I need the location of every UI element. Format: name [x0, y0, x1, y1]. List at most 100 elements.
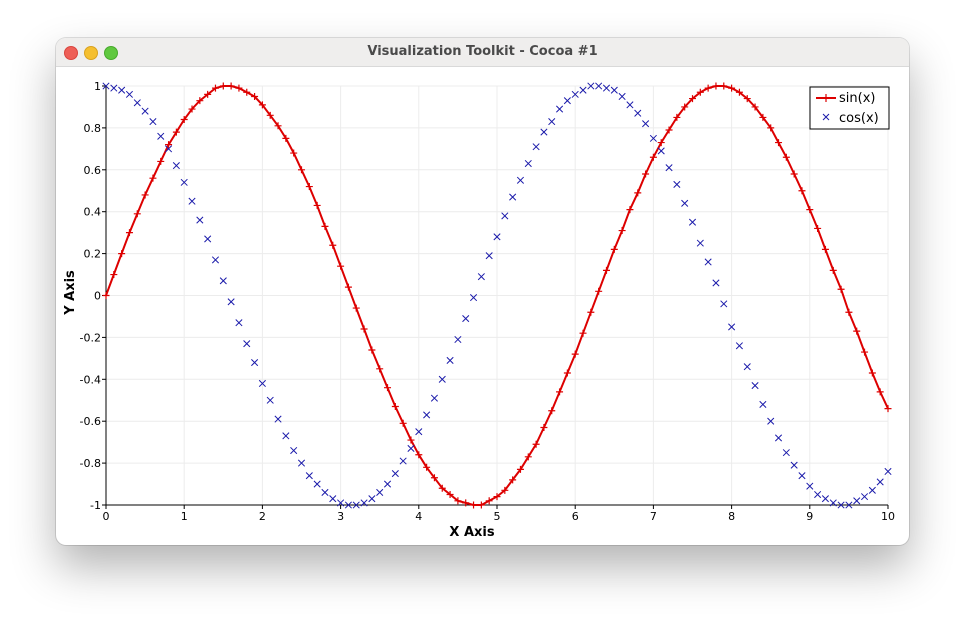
data-point-cos [118, 86, 126, 94]
data-point-sin [141, 191, 149, 199]
minimize-button[interactable] [84, 46, 98, 60]
data-point-cos [595, 82, 603, 90]
data-point-cos [430, 394, 438, 402]
data-point-sin [759, 113, 767, 121]
data-point-cos [211, 256, 220, 264]
chart-plot[interactable]: 0 1 2 3 4 5 6 7 8 9 10 1 0.8 0.6 0.4 0.2 0 -0.2 -0.4 -0.6 -0… [56, 67, 909, 545]
data-point-cos [204, 235, 212, 243]
data-point-sin [118, 250, 126, 258]
data-point-cos [493, 233, 501, 241]
y-tick-label: -0.2 [80, 331, 101, 344]
data-point-sin [251, 92, 259, 100]
y-tick-label: 0.4 [84, 206, 102, 219]
data-point-cos [149, 118, 157, 126]
data-point-sin [157, 157, 165, 165]
data-point-sin [188, 105, 196, 113]
data-point-sin [462, 499, 470, 507]
data-point-cos [790, 461, 798, 469]
data-point-cos [743, 363, 751, 371]
data-point-cos [282, 432, 290, 440]
data-point-sin [790, 170, 798, 178]
data-point-sin [407, 436, 415, 444]
data-point-sin [415, 451, 423, 459]
data-point-cos [634, 109, 642, 117]
data-point-cos [821, 495, 829, 503]
data-point-sin [423, 463, 431, 471]
data-point-cos [501, 212, 509, 220]
data-point-sin [243, 88, 251, 96]
data-point-sin [509, 476, 517, 484]
data-point-sin [180, 116, 188, 124]
data-point-sin [681, 103, 689, 111]
data-point-cos [688, 218, 697, 226]
data-point-cos [649, 134, 657, 142]
x-axis-title: X Axis [449, 525, 494, 540]
data-point-sin [125, 229, 133, 237]
data-point-sin [587, 308, 595, 316]
data-point-sin [548, 407, 556, 415]
data-point-sin [837, 285, 845, 293]
data-point-sin [454, 497, 462, 505]
data-point-cos [102, 82, 110, 90]
data-point-cos [219, 277, 227, 285]
legend-label-cos: cos(x) [839, 111, 879, 126]
data-point-cos [720, 300, 728, 308]
data-point-cos [274, 415, 282, 423]
data-point-cos [376, 488, 384, 496]
x-tick-label: 3 [337, 510, 344, 523]
data-point-cos [548, 118, 556, 126]
data-point-sin [743, 95, 751, 103]
data-point-sin [657, 139, 665, 147]
data-point-cos [759, 400, 767, 408]
data-point-cos [165, 145, 173, 153]
data-point-sin [540, 423, 548, 431]
data-point-cos [368, 495, 376, 503]
data-point-sin [446, 491, 454, 499]
data-point-cos [329, 495, 337, 503]
x-tick-label: 0 [103, 510, 110, 523]
data-point-sin [712, 82, 720, 90]
data-point-sin [516, 465, 524, 473]
data-point-cos [454, 335, 462, 344]
data-point-cos [446, 356, 454, 364]
data-point-cos [853, 497, 861, 505]
legend-marker-cos [822, 113, 830, 121]
data-point-sin [595, 287, 603, 295]
data-point-sin [829, 266, 837, 274]
x-tick-label: 5 [494, 510, 501, 523]
data-point-sin [845, 308, 853, 316]
legend-box [809, 86, 890, 130]
data-point-cos [618, 92, 626, 101]
close-button[interactable] [64, 46, 78, 60]
data-point-sin [211, 84, 219, 92]
y-tick-label: 0 [94, 290, 101, 303]
data-point-sin [368, 346, 376, 354]
data-point-sin [337, 262, 345, 270]
data-point-cos [610, 86, 618, 94]
data-point-sin [696, 88, 704, 96]
data-point-sin [673, 113, 681, 121]
zoom-button[interactable] [104, 46, 118, 60]
y-tick-label: 0.8 [84, 122, 102, 135]
data-point-cos [837, 501, 845, 509]
data-point-sin [360, 325, 368, 333]
data-point-cos [391, 470, 399, 478]
data-point-cos [477, 273, 485, 281]
data-point-cos [845, 501, 853, 509]
data-point-sin [556, 388, 564, 396]
data-point-cos [297, 459, 306, 467]
data-point-sin [876, 388, 884, 396]
data-point-sin [470, 501, 478, 509]
data-point-cos [313, 480, 321, 488]
data-point-sin [258, 101, 266, 109]
title-bar[interactable]: Visualization Toolkit - Cocoa #1 [56, 38, 909, 67]
data-point-sin [493, 493, 501, 501]
data-point-sin [751, 103, 759, 111]
data-point-cos [399, 457, 407, 465]
data-point-sin [524, 453, 532, 461]
data-point-cos [258, 379, 266, 388]
y-axis-title: Y Axis [63, 270, 78, 316]
data-point-cos [180, 178, 188, 186]
data-point-sin [477, 501, 485, 509]
data-point-cos [321, 488, 329, 496]
